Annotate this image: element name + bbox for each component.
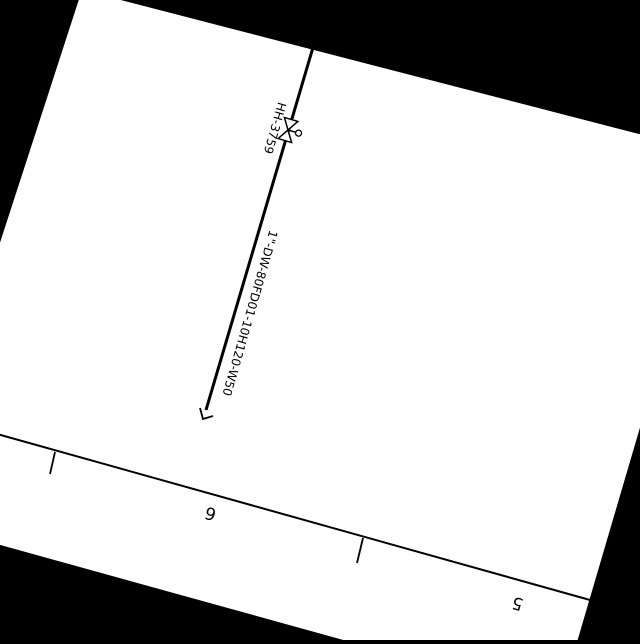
border-tick: [356, 537, 364, 564]
grid-label-6: 6: [203, 502, 219, 524]
gate-valve-icon: [276, 116, 303, 144]
pipe-end-cap-icon: [199, 407, 214, 421]
border-line: [0, 433, 591, 601]
border-tick: [49, 451, 56, 475]
pipe-line: [204, 0, 329, 411]
grid-label-5: 5: [510, 592, 526, 614]
